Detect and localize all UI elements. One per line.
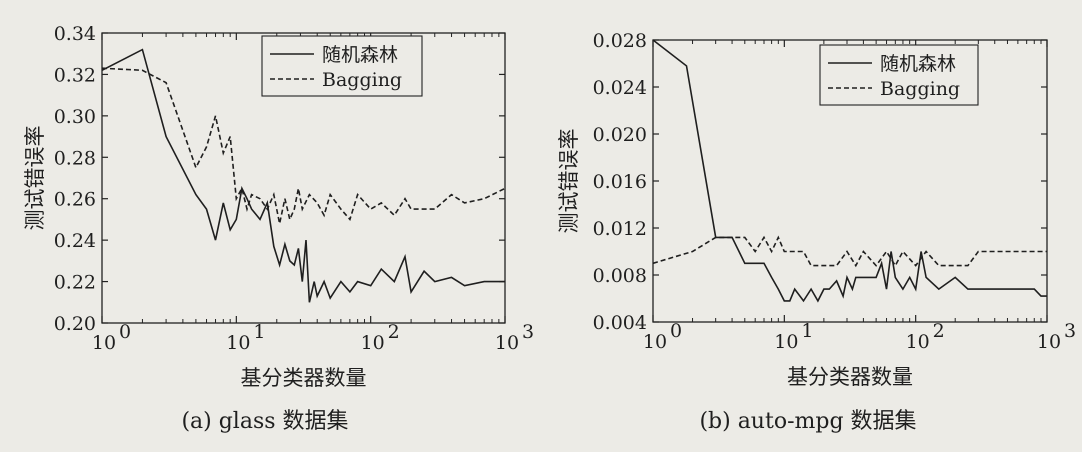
legend-box [819, 44, 979, 106]
y-tick-label: 0.20 [54, 313, 96, 335]
y-tick-label: 0.016 [593, 171, 647, 193]
y-axis-label: 测试错误率 [557, 129, 581, 234]
y-tick-label: 0.26 [54, 189, 96, 211]
series-line-0 [101, 48, 505, 303]
y-tick-label: 0.30 [54, 106, 96, 128]
x-tick-label: 10 [495, 332, 519, 354]
x-tick-label: 10 [643, 331, 667, 353]
chart-caption: (a) glass 数据集 [181, 409, 348, 434]
x-axis-label: 基分类器数量 [787, 365, 913, 389]
x-tick-exponent: 2 [933, 320, 945, 342]
y-tick-label: 0.34 [54, 23, 96, 45]
legend-label: 随机森林 [322, 44, 398, 66]
x-tick-label: 10 [226, 332, 250, 354]
y-tick-label: 0.028 [593, 30, 647, 52]
y-tick-label: 0.024 [593, 77, 647, 99]
x-tick-exponent: 2 [388, 321, 400, 343]
y-tick-label: 0.004 [593, 312, 647, 334]
legend-label: 随机森林 [880, 53, 956, 75]
x-axis-label: 基分类器数量 [241, 366, 367, 390]
x-tick-label: 10 [1037, 331, 1061, 353]
x-tick-label: 10 [774, 331, 798, 353]
x-tick-exponent: 0 [670, 320, 682, 342]
x-tick-label: 10 [92, 332, 116, 354]
y-tick-label: 0.008 [593, 265, 647, 287]
x-tick-exponent: 1 [253, 321, 265, 343]
y-tick-label: 0.28 [54, 147, 96, 169]
series-line-0 [652, 39, 1047, 303]
y-tick-label: 0.22 [54, 272, 96, 294]
chart-caption: (b) auto-mpg 数据集 [699, 409, 916, 434]
legend-label: Bagging [322, 69, 402, 91]
y-axis-label: 测试错误率 [23, 126, 47, 231]
y-tick-label: 0.020 [593, 124, 647, 146]
series-line-1 [101, 67, 506, 224]
x-tick-label: 10 [361, 332, 385, 354]
legend-label: Bagging [880, 78, 960, 100]
x-tick-exponent: 0 [119, 321, 131, 343]
x-tick-exponent: 1 [801, 320, 813, 342]
series-line-1 [652, 235, 1047, 268]
legend-box [261, 35, 423, 97]
y-tick-label: 0.24 [54, 230, 96, 252]
y-tick-label: 0.012 [593, 218, 647, 240]
x-tick-label: 10 [906, 331, 930, 353]
x-tick-exponent: 3 [522, 321, 534, 343]
plot-area [101, 32, 506, 324]
x-tick-exponent: 3 [1064, 320, 1076, 342]
y-tick-label: 0.32 [54, 64, 96, 86]
